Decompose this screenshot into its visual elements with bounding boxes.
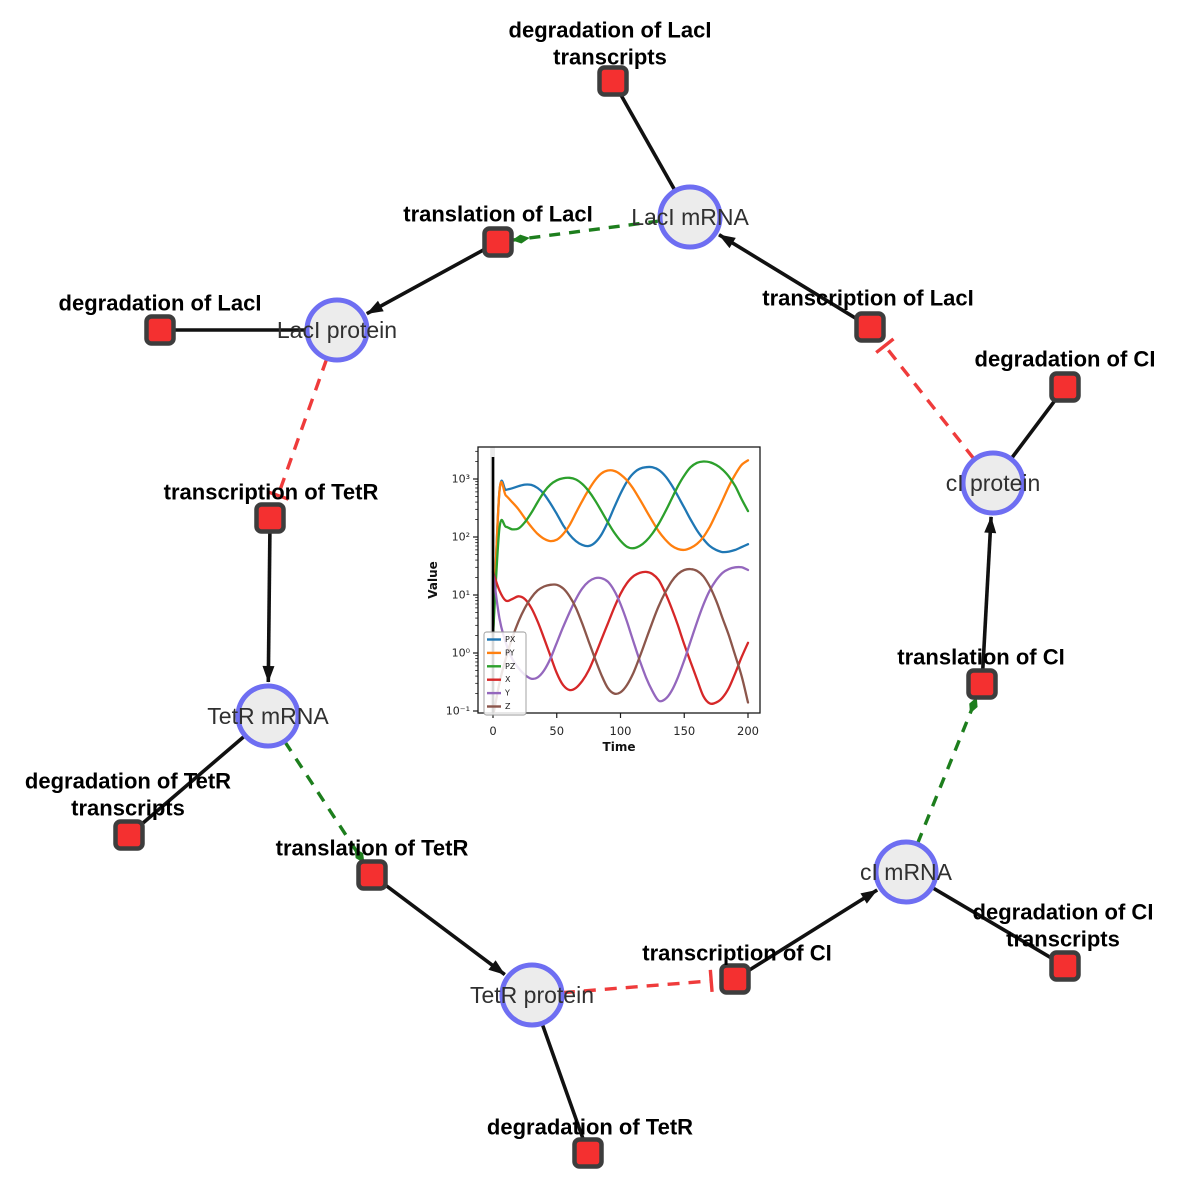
edge-consumption-tetr-protein-to-degradation-of-tetr — [540, 1022, 586, 1142]
chart-legend-label-PZ: PZ — [505, 662, 516, 671]
species-node-laci-mrna[interactable] — [657, 184, 723, 250]
edge-production-transcription-of-tetr-to-tetr-mrna — [262, 530, 275, 683]
edge-production-translation-of-laci-to-laci-protein — [365, 246, 488, 316]
reaction-label-degradation-of-tetr-transcripts-line1: degradation of TetR — [25, 769, 231, 794]
species-node-ci-protein[interactable] — [960, 450, 1026, 516]
reaction-label-translation-of-tetr-line1: translation of TetR — [276, 836, 469, 861]
species-label-tetr-protein: TetR protein — [470, 982, 594, 1008]
edge-production-translation-of-tetr-to-tetr-protein — [381, 881, 506, 977]
reaction-label-transcription-of-tetr-line1: transcription of TetR — [164, 480, 379, 505]
species-label-ci-mrna: cI mRNA — [860, 859, 953, 885]
edge-consumption-tetr-mrna-to-degradation-of-tetr-transcripts — [137, 734, 247, 828]
chart-xtick-4: 200 — [737, 724, 759, 738]
reaction-node-degradation-of-ci[interactable] — [1049, 371, 1081, 403]
species-label-ci-protein: cI protein — [946, 470, 1041, 496]
edge-modifier-laci-mrna-to-translation-of-laci — [511, 219, 660, 244]
chart-ytick-1: 10⁰ — [452, 647, 471, 660]
chart-xtick-0: 0 — [489, 724, 496, 738]
edge-production-transcription-of-laci-to-laci-mrna — [718, 233, 860, 322]
chart-legend-label-PX: PX — [505, 635, 516, 644]
chart-ytick-2: 10¹ — [452, 589, 470, 602]
chart-line-X — [491, 570, 750, 706]
chart-line-Y — [491, 565, 750, 703]
reaction-node-transcription-of-tetr[interactable] — [254, 502, 286, 534]
reaction-node-degradation-of-laci-transcripts[interactable] — [597, 65, 629, 97]
chart-xtick-1: 50 — [549, 724, 564, 738]
chart-series — [491, 459, 750, 713]
reaction-node-translation-of-laci[interactable] — [482, 226, 514, 258]
chart-ytick-4: 10³ — [452, 473, 470, 486]
edge-inhibition-laci-protein-to-transcription-of-tetr — [267, 358, 329, 501]
chart-yaxis-label: Value — [426, 561, 440, 599]
chart-line-Z — [492, 567, 750, 713]
species-node-tetr-protein[interactable] — [499, 962, 565, 1028]
reaction-node-degradation-of-tetr-transcripts[interactable] — [113, 819, 145, 851]
chart-xtick-3: 150 — [673, 724, 695, 738]
chart-legend-label-PY: PY — [505, 648, 515, 657]
chart-line-PY — [491, 459, 750, 637]
chart-text: 10⁻¹ 10⁰ 10¹ 10² 10³ 0 50 100 150 200 Time Value — [426, 473, 759, 755]
edge-production-translation-of-ci-to-ci-protein — [980, 516, 997, 672]
edge-modifier-tetr-mrna-to-translation-of-tetr — [283, 740, 366, 864]
reaction-label-degradation-of-ci-transcripts-line2: transcripts — [1006, 927, 1120, 952]
network-nodes — [113, 65, 1081, 1169]
reaction-node-degradation-of-laci[interactable] — [144, 314, 176, 346]
species-node-laci-protein[interactable] — [304, 297, 370, 363]
edge-inhibition-tetr-protein-to-transcription-of-ci — [562, 969, 714, 995]
reaction-label-translation-of-laci-line1: translation of LacI — [403, 202, 592, 227]
species-label-tetr-mrna: TetR mRNA — [207, 703, 329, 729]
chart-line-PX — [491, 465, 750, 637]
chart-axes — [473, 446, 761, 718]
reaction-label-degradation-of-tetr-transcripts-line2: transcripts — [71, 796, 185, 821]
chart-xaxis-label: Time — [603, 740, 636, 754]
edge-inhibition-ci-protein-to-transcription-of-laci — [875, 337, 976, 460]
chart-legend-label-Z: Z — [505, 702, 511, 711]
reaction-node-degradation-of-tetr[interactable] — [572, 1137, 604, 1169]
network-labels: LacI mRNA LacI protein TetR mRNA TetR prote… — [25, 18, 1156, 1140]
reaction-label-translation-of-ci-line1: translation of CI — [897, 645, 1064, 670]
species-node-ci-mrna[interactable] — [873, 839, 939, 905]
chart-ytick-0: 10⁻¹ — [446, 705, 470, 718]
reaction-node-translation-of-tetr[interactable] — [356, 859, 388, 891]
reaction-label-transcription-of-laci-line1: transcription of LacI — [762, 286, 973, 311]
reaction-label-degradation-of-laci-transcripts-line1: degradation of LacI — [509, 18, 712, 43]
reaction-label-degradation-of-ci-line1: degradation of CI — [975, 347, 1156, 372]
edge-consumption-laci-mrna-to-degradation-of-laci-transcripts — [617, 91, 677, 192]
chart-legend: PX PY PZ XYZ — [483, 631, 527, 716]
reaction-label-degradation-of-ci-transcripts-line1: degradation of CI — [973, 900, 1154, 925]
species-node-tetr-mrna[interactable] — [235, 683, 301, 749]
reaction-label-degradation-of-laci-line1: degradation of LacI — [59, 291, 262, 316]
edge-consumption-ci-mrna-to-degradation-of-ci-transcripts — [930, 885, 1055, 961]
edge-production-transcription-of-ci-to-ci-mrna — [745, 888, 879, 974]
reaction-label-transcription-of-ci-line1: transcription of CI — [642, 941, 831, 966]
chart-ytick-3: 10² — [452, 531, 470, 544]
reaction-label-degradation-of-laci-transcripts-line2: transcripts — [553, 45, 667, 70]
species-label-laci-protein: LacI protein — [277, 317, 397, 343]
chart-legend-label-Y: Y — [504, 689, 510, 698]
reaction-label-degradation-of-tetr-line1: degradation of TetR — [487, 1115, 693, 1140]
reaction-node-translation-of-ci[interactable] — [966, 668, 998, 700]
network-edges — [137, 91, 1059, 1142]
chart-legend-label-X: X — [505, 675, 511, 684]
edge-modifier-ci-mrna-to-translation-of-ci — [916, 696, 978, 844]
chart-line-PZ — [491, 460, 750, 637]
reaction-node-transcription-of-laci[interactable] — [854, 311, 886, 343]
reaction-node-degradation-of-ci-transcripts[interactable] — [1049, 950, 1081, 982]
species-label-laci-mrna: LacI mRNA — [631, 204, 749, 230]
inset-chart: PX PY PZ XYZ 10⁻¹ 10⁰ 10¹ 10² 10³ 0 50 100 150 200 Ti… — [424, 436, 769, 768]
reaction-node-transcription-of-ci[interactable] — [719, 963, 751, 995]
edge-consumption-ci-protein-to-degradation-of-ci — [1009, 396, 1059, 461]
chart-xtick-2: 100 — [610, 724, 632, 738]
